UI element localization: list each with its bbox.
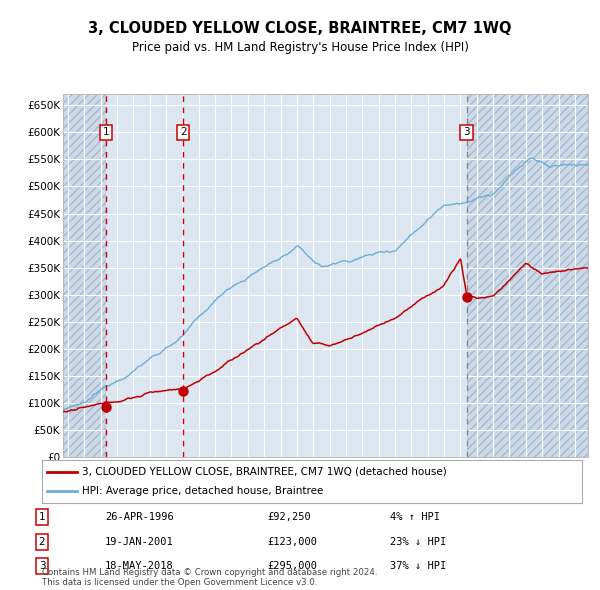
Text: 37% ↓ HPI: 37% ↓ HPI [390, 562, 446, 571]
Text: £123,000: £123,000 [267, 537, 317, 546]
Text: 2: 2 [180, 127, 187, 137]
Bar [467, 94, 588, 457]
Text: Price paid vs. HM Land Registry's House Price Index (HPI): Price paid vs. HM Land Registry's House … [131, 41, 469, 54]
Text: 4% ↑ HPI: 4% ↑ HPI [390, 512, 440, 522]
Bar [63, 94, 106, 457]
Text: 2: 2 [38, 537, 46, 546]
Text: 18-MAY-2018: 18-MAY-2018 [105, 562, 174, 571]
Text: 3: 3 [38, 562, 46, 571]
Bar [106, 94, 183, 457]
Text: £295,000: £295,000 [267, 562, 317, 571]
Text: 3: 3 [463, 127, 470, 137]
Bar [467, 94, 588, 457]
Text: 1: 1 [38, 512, 46, 522]
Text: 23% ↓ HPI: 23% ↓ HPI [390, 537, 446, 546]
Text: Contains HM Land Registry data © Crown copyright and database right 2024.
This d: Contains HM Land Registry data © Crown c… [42, 568, 377, 587]
Text: 3, CLOUDED YELLOW CLOSE, BRAINTREE, CM7 1WQ (detached house): 3, CLOUDED YELLOW CLOSE, BRAINTREE, CM7 … [83, 467, 447, 477]
Bar [63, 94, 106, 457]
Text: 1: 1 [103, 127, 109, 137]
Bar [183, 94, 467, 457]
Text: HPI: Average price, detached house, Braintree: HPI: Average price, detached house, Brai… [83, 486, 324, 496]
Text: 26-APR-1996: 26-APR-1996 [105, 512, 174, 522]
Text: £92,250: £92,250 [267, 512, 311, 522]
Text: 3, CLOUDED YELLOW CLOSE, BRAINTREE, CM7 1WQ: 3, CLOUDED YELLOW CLOSE, BRAINTREE, CM7 … [88, 21, 512, 35]
Text: 19-JAN-2001: 19-JAN-2001 [105, 537, 174, 546]
